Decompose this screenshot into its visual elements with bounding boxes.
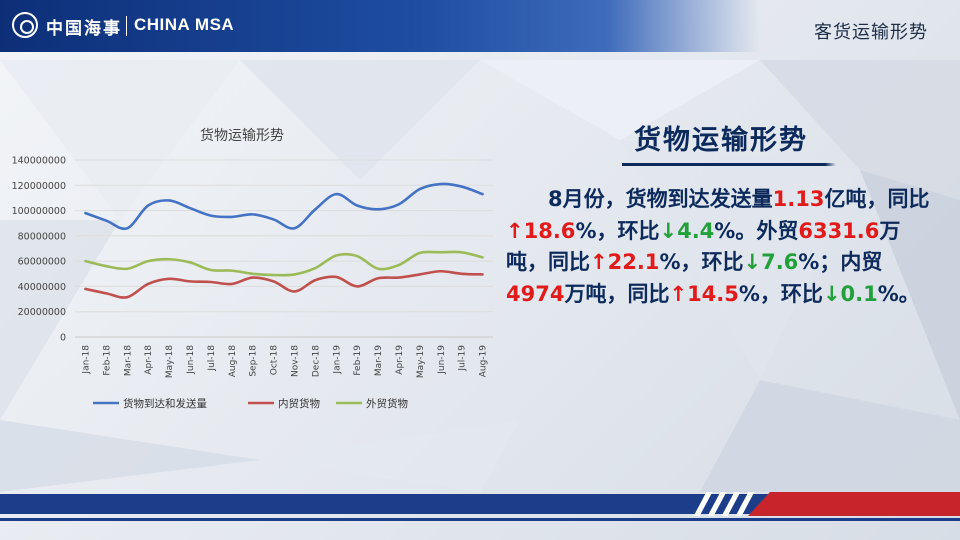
summary-text: 8月份，货物到达发送量1.13亿吨，同比↑18.6%，环比↓4.4%。外贸633… xyxy=(506,184,936,310)
logo-english: CHINA MSA xyxy=(134,15,235,34)
series-line-2 xyxy=(84,250,484,277)
x-tick-label: May-19 xyxy=(416,345,426,378)
arrow-down-icon: ↓ xyxy=(743,250,762,274)
header: 中国海事 CHINA MSA 客货运输形势 xyxy=(0,0,960,60)
y-tick-label: 100000000 xyxy=(12,206,66,217)
foreign-yoy-value: 22.1 xyxy=(607,250,660,274)
arrow-down-icon: ↓ xyxy=(659,218,678,243)
domestic-mom-value: 0.1 xyxy=(840,281,878,306)
legend-label: 外贸货物 xyxy=(366,397,408,410)
arrow-up-icon: ↑ xyxy=(590,250,608,274)
summary-part: %；内贸 xyxy=(798,250,883,274)
x-tick-label: Sep-18 xyxy=(249,345,259,377)
cargo-chart: 货物运输形势 0 20000000 40000000 60000000 80000000… xyxy=(0,110,510,430)
footer-band xyxy=(0,492,960,540)
logo-chinese: 中国海事 xyxy=(46,19,122,39)
y-tick-label: 80000000 xyxy=(18,231,66,242)
chart-title: 货物运输形势 xyxy=(200,128,284,144)
logo-divider xyxy=(126,16,127,36)
x-tick-label: Mar-18 xyxy=(123,345,133,376)
chart-svg: 0 20000000 40000000 60000000 80000000 1000000… xyxy=(12,156,493,410)
x-tick-label: Nov-18 xyxy=(290,345,300,377)
x-tick-label: Jun-18 xyxy=(186,345,196,375)
total-mom-value: 4.4 xyxy=(677,218,715,243)
foreign-trade-value: 6331.6 xyxy=(798,218,880,243)
summary-part: %，环比 xyxy=(659,250,744,274)
panel-title-underline xyxy=(622,163,836,166)
domestic-trade-value: 4974 xyxy=(506,281,565,306)
y-tick-label: 60000000 xyxy=(18,257,66,268)
x-tick-label: Jan-19 xyxy=(332,345,342,375)
y-tick-label: 20000000 xyxy=(18,307,66,318)
total-yoy-value: 18.6 xyxy=(523,218,576,243)
x-tick-label: Feb-18 xyxy=(102,345,112,376)
domestic-yoy-value: 14.5 xyxy=(687,281,739,306)
summary-part: 万吨，同比 xyxy=(564,281,670,306)
x-tick-label: Mar-19 xyxy=(374,345,384,376)
x-tick-label: Oct-18 xyxy=(270,345,280,376)
y-tick-label: 40000000 xyxy=(18,282,66,293)
y-tick-label: 0 xyxy=(60,333,66,344)
x-tick-label: Feb-19 xyxy=(353,345,363,376)
summary-part: %，环比 xyxy=(575,218,660,243)
x-tick-label: Aug-18 xyxy=(228,345,238,378)
arrow-up-icon: ↑ xyxy=(506,218,524,243)
x-tick-label: Jan-18 xyxy=(81,345,91,375)
section-title: 客货运输形势 xyxy=(814,22,928,43)
x-tick-label: Aug-19 xyxy=(479,345,489,378)
panel-title: 货物运输形势 xyxy=(634,125,808,156)
summary-part: %。 xyxy=(877,281,920,306)
x-tick-label: Jul-18 xyxy=(207,345,217,372)
summary-part: 亿吨，同比 xyxy=(824,187,930,211)
summary-part: %。外贸 xyxy=(714,218,799,243)
series-line-0 xyxy=(84,182,484,231)
footer-red-block xyxy=(748,492,960,516)
total-volume-value: 1.13 xyxy=(772,187,825,211)
x-tick-label: Jul-19 xyxy=(458,345,468,372)
arrow-down-icon: ↓ xyxy=(822,281,841,306)
footer-thin-line xyxy=(0,518,960,521)
y-tick-label: 140000000 xyxy=(12,156,66,167)
series-line-1 xyxy=(84,269,484,299)
x-tick-label: Apr-19 xyxy=(395,345,405,375)
arrow-up-icon: ↑ xyxy=(669,281,688,306)
summary-part: 8月份，货物到达发送量 xyxy=(548,187,773,211)
x-tick-label: Dec-18 xyxy=(311,345,321,377)
x-tick-label: May-18 xyxy=(165,345,175,378)
summary-part: %，环比 xyxy=(738,281,823,306)
legend-label: 内贸货物 xyxy=(278,397,320,410)
y-tick-label: 120000000 xyxy=(12,181,66,192)
x-tick-label: Jun-19 xyxy=(437,345,447,375)
summary-part: 万吨，同比 xyxy=(506,218,901,275)
x-tick-label: Apr-18 xyxy=(144,345,154,375)
legend-label: 货物到达和发送量 xyxy=(123,397,207,410)
foreign-mom-value: 7.6 xyxy=(761,250,799,274)
msa-emblem-icon xyxy=(12,12,38,38)
